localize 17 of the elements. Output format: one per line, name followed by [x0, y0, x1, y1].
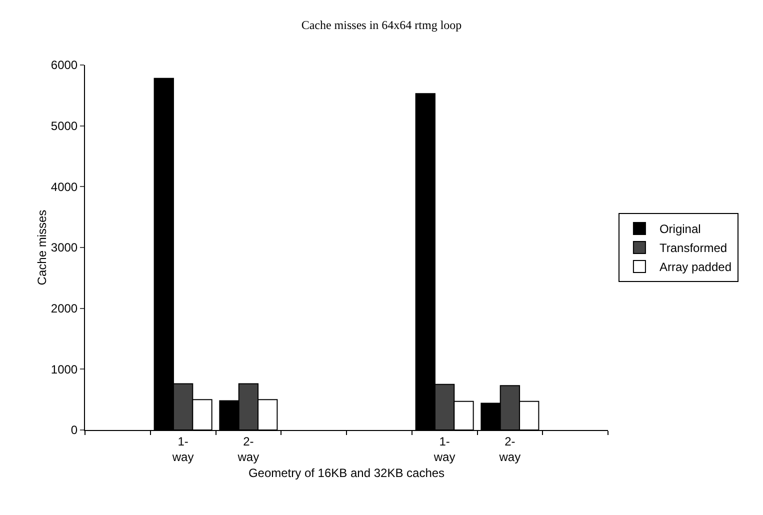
x-tick-label: 1-way	[171, 434, 194, 464]
y-tick-label: 1000	[50, 362, 78, 376]
y-tick-label: 3000	[50, 240, 78, 255]
y-tick-label: 5000	[50, 119, 78, 134]
legend-label: Array padded	[659, 260, 732, 274]
legend-label: Transformed	[659, 241, 728, 256]
x-tick-label: 1-way	[432, 434, 456, 464]
y-tick-label: 6000	[50, 58, 78, 72]
x-tick-label: 2-way	[498, 434, 521, 464]
y-tick-label: 0	[70, 423, 78, 438]
legend-label: Original	[659, 222, 701, 236]
x-tick-label: 2-way	[236, 434, 260, 464]
y-tick-label: 4000	[50, 180, 78, 194]
chart-title: Cache misses in 64x64 rtmg loop	[301, 18, 462, 32]
y-tick-label: 2000	[50, 302, 78, 316]
x-axis-title: Geometry of 16KB and 32KB caches	[248, 466, 445, 480]
y-axis-title: Cache misses	[34, 210, 49, 286]
